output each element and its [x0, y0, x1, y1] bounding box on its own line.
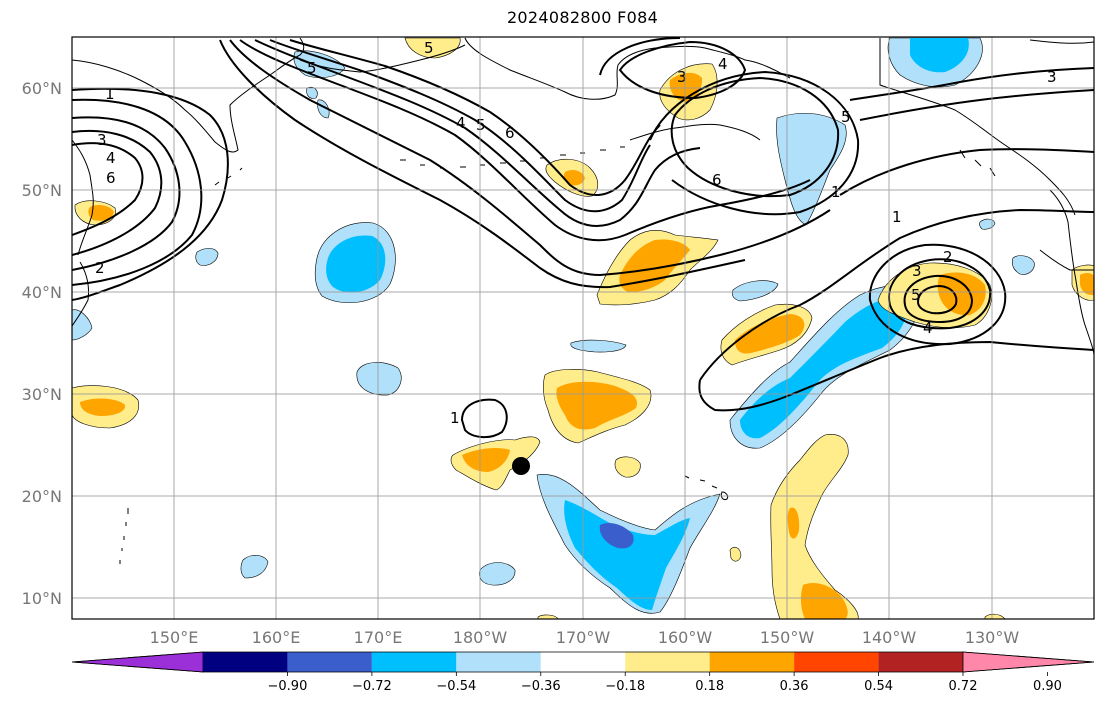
colorbar-bin [371, 652, 457, 672]
contour-label: 6 [106, 169, 116, 187]
colorbar-label: −0.54 [436, 679, 476, 694]
negative-anomaly-strong [599, 523, 634, 549]
contour-label: 4 [718, 55, 728, 73]
negative-anomaly-medium [326, 38, 969, 610]
contour-label: 5 [911, 286, 921, 304]
contour-label: 1 [450, 409, 460, 427]
colorbar-bin [625, 652, 710, 672]
colorbar-label: −0.90 [268, 679, 308, 694]
longitude-labels: 150°E 160°E 170°E 180°W 170°W 160°W 150°… [150, 628, 1020, 647]
position-marker [512, 457, 530, 475]
contour-label: 2 [943, 248, 953, 266]
contour-label: 3 [912, 262, 922, 280]
lon-label-180w: 180°W [453, 628, 508, 647]
latitude-labels: 60°N 50°N 40°N 30°N 20°N 10°N [22, 79, 62, 608]
contour-label: 4 [106, 149, 116, 167]
colorbar: −0.90 −0.72 −0.54 −0.36 −0.18 0.18 0.36 0.54 0.7… [71, 651, 1095, 694]
lat-label-10n: 10°N [22, 589, 62, 608]
lat-label-50n: 50°N [22, 181, 62, 200]
contour-label: 6 [712, 171, 722, 189]
colorbar-label: 0.90 [1033, 679, 1062, 694]
lat-label-20n: 20°N [22, 487, 62, 506]
contour-label: 5 [841, 108, 851, 126]
contour-label: 3 [1047, 68, 1057, 86]
map-frame [71, 36, 1095, 620]
map-area: 1 3 4 6 2 5 4 5 6 5 3 4 6 5 1 3 1 2 3 5 … [72, 37, 1094, 619]
colorbar-label: 0.18 [695, 679, 724, 694]
colorbar-bin [878, 652, 963, 672]
contour-label: 5 [424, 39, 434, 57]
contour-label: 2 [95, 259, 105, 277]
contour-label: 4 [456, 114, 466, 132]
contour-label: 1 [892, 208, 902, 226]
colorbar-bin [456, 652, 541, 672]
lon-label-140w: 140°W [862, 628, 917, 647]
lon-label-160w: 160°W [658, 628, 713, 647]
lat-label-40n: 40°N [22, 283, 62, 302]
colorbar-label: −0.18 [605, 679, 645, 694]
colorbar-label: 0.54 [864, 679, 893, 694]
lon-label-130w: 130°W [965, 628, 1020, 647]
colorbar-bin [794, 652, 879, 672]
lat-label-60n: 60°N [22, 79, 62, 98]
contour-label: 3 [97, 131, 107, 149]
contour-label: 6 [505, 124, 515, 142]
contour-label: 1 [105, 85, 115, 103]
colorbar-bin [287, 652, 372, 672]
colorbar-bin [203, 652, 288, 672]
colorbar-label: −0.72 [352, 679, 392, 694]
lon-label-170w: 170°W [556, 628, 611, 647]
lat-label-30n: 30°N [22, 385, 62, 404]
lon-label-170e: 170°E [354, 628, 403, 647]
colorbar-label: −0.36 [521, 679, 561, 694]
contour-label: 1 [831, 183, 841, 201]
contour-label: 4 [923, 319, 933, 337]
lon-label-150e: 150°E [150, 628, 199, 647]
colorbar-outline [71, 651, 1095, 673]
lon-label-160e: 160°E [252, 628, 301, 647]
graticule [72, 37, 1094, 619]
colorbar-bin [709, 652, 795, 672]
map-title: 2024082800 F084 [506, 8, 659, 27]
colorbar-bin [540, 652, 626, 672]
geopotential-contours [72, 37, 1094, 438]
contour-label: 3 [677, 68, 687, 86]
contour-label-group: 1 3 4 6 2 5 4 5 6 5 3 4 6 5 1 3 1 2 3 5 … [95, 39, 1057, 427]
colorbar-label: 0.36 [780, 679, 809, 694]
colorbar-label: 0.72 [949, 679, 978, 694]
contour-label: 5 [476, 116, 486, 134]
lon-label-150w: 150°W [760, 628, 815, 647]
colorbar-extend-low [71, 651, 204, 673]
contour-label: 5 [307, 59, 317, 77]
colorbar-extend-high [962, 651, 1095, 673]
